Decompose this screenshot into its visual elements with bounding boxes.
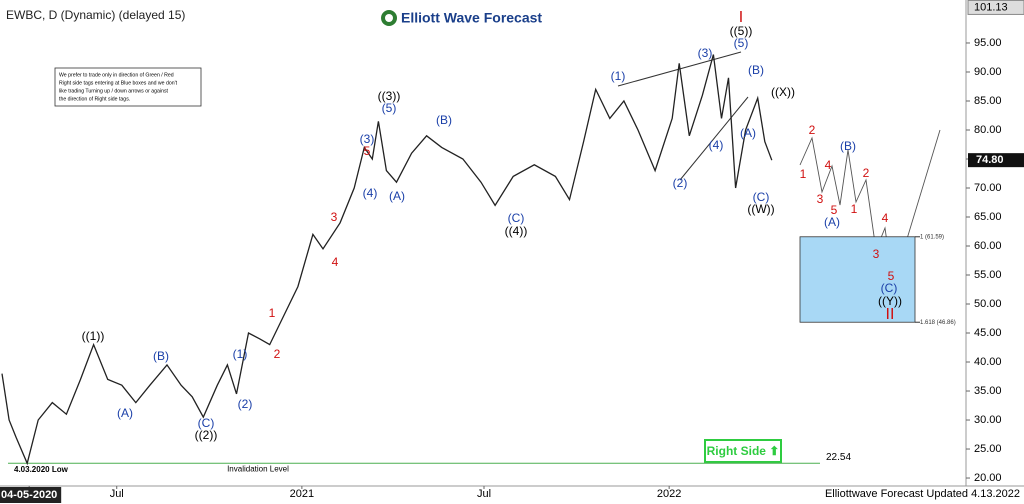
wave-label: 1	[269, 306, 276, 320]
wave-label: (A)	[117, 406, 133, 420]
y-tick-label: 85.00	[974, 95, 1002, 107]
wave-label: (C)	[198, 416, 215, 430]
y-tick-label: 65.00	[974, 211, 1002, 223]
wave-label: (C)	[881, 281, 898, 295]
invalidation-label: Invalidation Level	[227, 464, 289, 473]
x-tick-label: 2022	[657, 488, 681, 500]
wave-label: 2	[274, 347, 281, 361]
wave-label: (B)	[153, 349, 169, 363]
logo-icon-center	[385, 14, 393, 22]
target-label: 1 (61.59)	[920, 234, 944, 240]
y-tick-label: 95.00	[974, 37, 1002, 49]
wave-label: (B)	[436, 113, 452, 127]
note-line: We prefer to trade only in direction of …	[59, 72, 174, 78]
wave-label: II	[886, 306, 895, 323]
wave-label: 5	[831, 203, 838, 217]
wave-label: (4)	[709, 138, 724, 152]
wave-label: 4	[825, 158, 832, 172]
note-line: the direction of Right side tags.	[59, 96, 130, 102]
low-label: 4.03.2020 Low	[14, 465, 69, 474]
y-tick-label: 55.00	[974, 269, 1002, 281]
right-side-box	[704, 439, 782, 463]
wedge-line	[679, 96, 749, 181]
chart-title: EWBC, D (Dynamic) (delayed 15)	[6, 8, 185, 22]
y-tick-label: 60.00	[974, 240, 1002, 252]
wave-label: (5)	[382, 101, 397, 115]
x-tick-label: Jul	[110, 488, 124, 500]
y-tick-label: 40.00	[974, 356, 1002, 368]
wave-label: (A)	[740, 126, 756, 140]
note-line: like trading Turning up / down arrows or…	[59, 88, 169, 94]
wave-label: (1)	[611, 69, 626, 83]
logo-text: Elliott Wave Forecast	[401, 10, 542, 26]
wave-label: (4)	[363, 186, 378, 200]
high-price-label: 101.13	[974, 1, 1008, 13]
y-tick-label: 30.00	[974, 414, 1002, 426]
wave-label: (5)	[734, 36, 749, 50]
target-label: 1.618 (46.86)	[920, 320, 956, 326]
wave-label: ((X))	[771, 85, 795, 99]
last-price-label: 74.80	[976, 154, 1004, 166]
wave-label: 3	[873, 247, 880, 261]
wave-label: 1	[800, 167, 807, 181]
wave-label: (C)	[508, 211, 525, 225]
wave-label: ((3))	[378, 89, 401, 103]
wave-label: (2)	[238, 397, 253, 411]
y-tick-label: 45.00	[974, 327, 1002, 339]
wave-label: 1	[851, 202, 858, 216]
wave-label: ((1))	[82, 329, 105, 343]
wave-label: ((4))	[505, 224, 528, 238]
x-tick-label: 04-05-2020	[1, 489, 57, 501]
wave-label: (B)	[840, 139, 856, 153]
wave-label: (2)	[673, 176, 688, 190]
logo: Elliott Wave Forecast	[381, 10, 542, 26]
wave-label: I	[739, 9, 743, 26]
wave-label: (B)	[748, 63, 764, 77]
y-tick-label: 25.00	[974, 443, 1002, 455]
last-price-box	[968, 153, 1024, 168]
y-tick-label: 80.00	[974, 124, 1002, 136]
high-price-box	[967, 0, 1024, 15]
price-line	[1, 54, 773, 466]
wave-label: ((Y))	[878, 294, 902, 308]
wave-label: (1)	[233, 347, 248, 361]
wave-label: ((W))	[747, 202, 774, 216]
target-zone	[799, 236, 916, 323]
wave-label: 4	[882, 211, 889, 225]
invalidation-value: 22.54	[826, 452, 851, 463]
wave-label: (3)	[360, 132, 375, 146]
wave-label: ((2))	[195, 428, 218, 442]
wave-label: 5	[364, 144, 371, 158]
x-tick-label: 2021	[290, 488, 314, 500]
y-tick-label: 50.00	[974, 298, 1002, 310]
wave-label: 4	[332, 255, 339, 269]
x-tick-label: Jul	[477, 488, 491, 500]
wave-label: 2	[863, 166, 870, 180]
wave-label: (A)	[389, 189, 405, 203]
note-line: Right side tags entering at Blue boxes a…	[59, 80, 178, 86]
wave-label: (C)	[753, 190, 770, 204]
note-box	[54, 67, 202, 107]
x-cursor-box	[0, 487, 62, 503]
y-tick-label: 20.00	[974, 472, 1002, 484]
wave-label: 2	[809, 123, 816, 137]
wave-label: ((5))	[730, 24, 753, 38]
footer: Elliottwave Forecast Updated 4.13.2022	[825, 488, 1020, 500]
right-side-label: Right Side ⬆	[707, 444, 780, 458]
wave-label: 3	[331, 210, 338, 224]
y-tick-label: 35.00	[974, 385, 1002, 397]
wave-label: (A)	[824, 215, 840, 229]
wave-label: 5	[888, 269, 895, 283]
y-tick-label: 70.00	[974, 182, 1002, 194]
wave-label: 3	[817, 192, 824, 206]
wave-label: (3)	[698, 46, 713, 60]
y-tick-label: 90.00	[974, 66, 1002, 78]
